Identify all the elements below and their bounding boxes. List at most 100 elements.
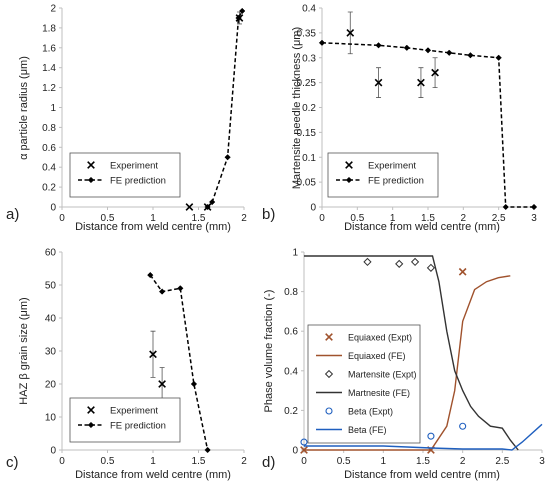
y-tick-label: 0 — [50, 203, 56, 214]
data-point — [204, 203, 211, 211]
legend-swatch-marker — [87, 406, 95, 414]
data-point — [403, 44, 410, 51]
data-point — [502, 203, 509, 211]
series-experiment — [185, 11, 244, 211]
y-tick-label: 0.6 — [284, 327, 298, 338]
y-tick-label: 1 — [50, 103, 56, 114]
legend-label: FE prediction — [368, 175, 424, 186]
y-tick-label: 0 — [292, 446, 298, 457]
series-beta-expt — [300, 422, 467, 446]
panel-b-x-axis-label: Distance from weld centre (mm) — [344, 221, 500, 233]
series-fe-prediction — [147, 271, 211, 454]
y-tick-label: 0.8 — [284, 287, 298, 298]
y-tick-label: 0.4 — [284, 366, 298, 377]
panel-d-plot: 0 0.5 1 1.5 2 2.5 3 0 0.2 0.4 0.6 0.8 1 Equiaxed (Exp… — [284, 248, 545, 468]
x-tick-label: 1 — [150, 456, 156, 467]
x-tick-label: 1 — [381, 456, 387, 467]
legend-label: Equiaxed (Expt) — [348, 332, 412, 342]
y-tick-label: 0.05 — [297, 178, 317, 189]
data-point — [417, 78, 425, 87]
y-tick-label: 0.4 — [302, 4, 316, 15]
panel-c: c) Distance from weld centre (mm) HAZ β … — [6, 248, 247, 482]
data-point — [530, 203, 538, 211]
y-tick-label: 40 — [45, 314, 57, 325]
series-fe-prediction — [204, 7, 246, 211]
y-tick-label: 0.15 — [297, 128, 317, 139]
data-point — [204, 446, 211, 454]
y-tick-label: 1 — [292, 248, 298, 259]
series-line — [321, 42, 534, 208]
data-point — [467, 52, 474, 59]
y-tick-label: 0.3 — [302, 53, 316, 64]
data-point — [426, 263, 436, 272]
x-tick-label: 3 — [539, 456, 545, 467]
data-point — [395, 259, 404, 268]
data-point — [224, 154, 231, 161]
panel-d-x-axis-label: Distance from weld centre (mm) — [344, 469, 500, 481]
data-point — [185, 203, 194, 211]
legend-label: Martensite (Expt) — [348, 369, 417, 379]
data-point — [410, 257, 420, 267]
panel-a-x-axis-label: Distance from weld centre (mm) — [75, 221, 231, 233]
data-point — [446, 49, 453, 56]
data-point — [363, 257, 372, 267]
data-point — [458, 267, 467, 276]
legend-label: Beta (Expt) — [348, 406, 393, 416]
y-tick-label: 50 — [45, 281, 57, 292]
series-experiment — [346, 11, 439, 98]
data-point — [459, 422, 467, 430]
y-tick-label: 10 — [45, 413, 57, 424]
x-tick-label: 1.5 — [192, 456, 206, 467]
y-tick-label: 0 — [50, 446, 56, 457]
x-tick-label: 0.5 — [101, 456, 115, 467]
x-tick-label: 2 — [241, 213, 247, 224]
y-tick-label: 2 — [50, 4, 56, 15]
legend: Experiment FE prediction — [69, 152, 181, 198]
data-point — [300, 438, 308, 446]
y-tick-label: 30 — [45, 347, 57, 358]
x-tick-label: 0.5 — [350, 213, 364, 224]
data-point — [424, 47, 432, 54]
legend-label: Beta (FE) — [348, 425, 387, 435]
data-point — [239, 7, 246, 15]
y-tick-label: 0.6 — [42, 143, 56, 154]
series-line — [304, 255, 519, 451]
legend-swatch-marker — [87, 161, 95, 169]
y-tick-label: 0 — [310, 203, 316, 214]
series-line — [149, 274, 209, 451]
series-martnesite-fe — [304, 255, 519, 451]
series-line — [304, 423, 543, 451]
legend-swatch-marker — [345, 161, 353, 169]
panel-b-plot: 0 0.5 1 1.5 2 2.5 3 0 0.05 0.1 0.15 0.2 0.25 0.3 0.35 0… — [297, 4, 538, 225]
x-tick-label: 2.5 — [495, 456, 509, 467]
y-tick-label: 0.2 — [42, 183, 56, 194]
x-tick-label: 1.5 — [416, 456, 430, 467]
y-tick-label: 0.25 — [297, 78, 317, 89]
y-tick-label: 60 — [45, 248, 57, 259]
panel-a-y-axis-label: α particle radius (μm) — [18, 56, 30, 160]
y-tick-label: 1.2 — [42, 83, 56, 94]
legend-label: Experiment — [110, 160, 158, 171]
data-point — [149, 350, 157, 359]
series-experiment — [149, 330, 166, 401]
series-line — [304, 275, 511, 451]
data-point — [235, 14, 242, 22]
series-fe-prediction — [318, 39, 538, 211]
panel-a-plot: 0 0.5 1 1.5 2 0 0.2 0.4 0.6 0.8 1 1.2 1.4 1.6 1.8 2 Expe… — [42, 4, 247, 225]
x-tick-label: 1 — [390, 213, 396, 224]
data-point — [427, 432, 435, 440]
panel-b: b) Distance from weld centre (mm) Marten… — [262, 4, 537, 234]
x-tick-label: 1.5 — [192, 213, 206, 224]
data-point — [158, 380, 166, 388]
y-tick-label: 0.2 — [302, 103, 316, 114]
data-point — [375, 42, 382, 49]
series-beta-fe — [304, 423, 543, 451]
data-point — [346, 29, 355, 37]
series-equiaxed-fe — [304, 275, 511, 451]
panel-b-y-axis-label: Martensite needle thickness (μm) — [291, 27, 303, 189]
data-point — [431, 68, 439, 77]
x-tick-label: 0 — [319, 213, 325, 224]
data-point — [190, 380, 198, 388]
